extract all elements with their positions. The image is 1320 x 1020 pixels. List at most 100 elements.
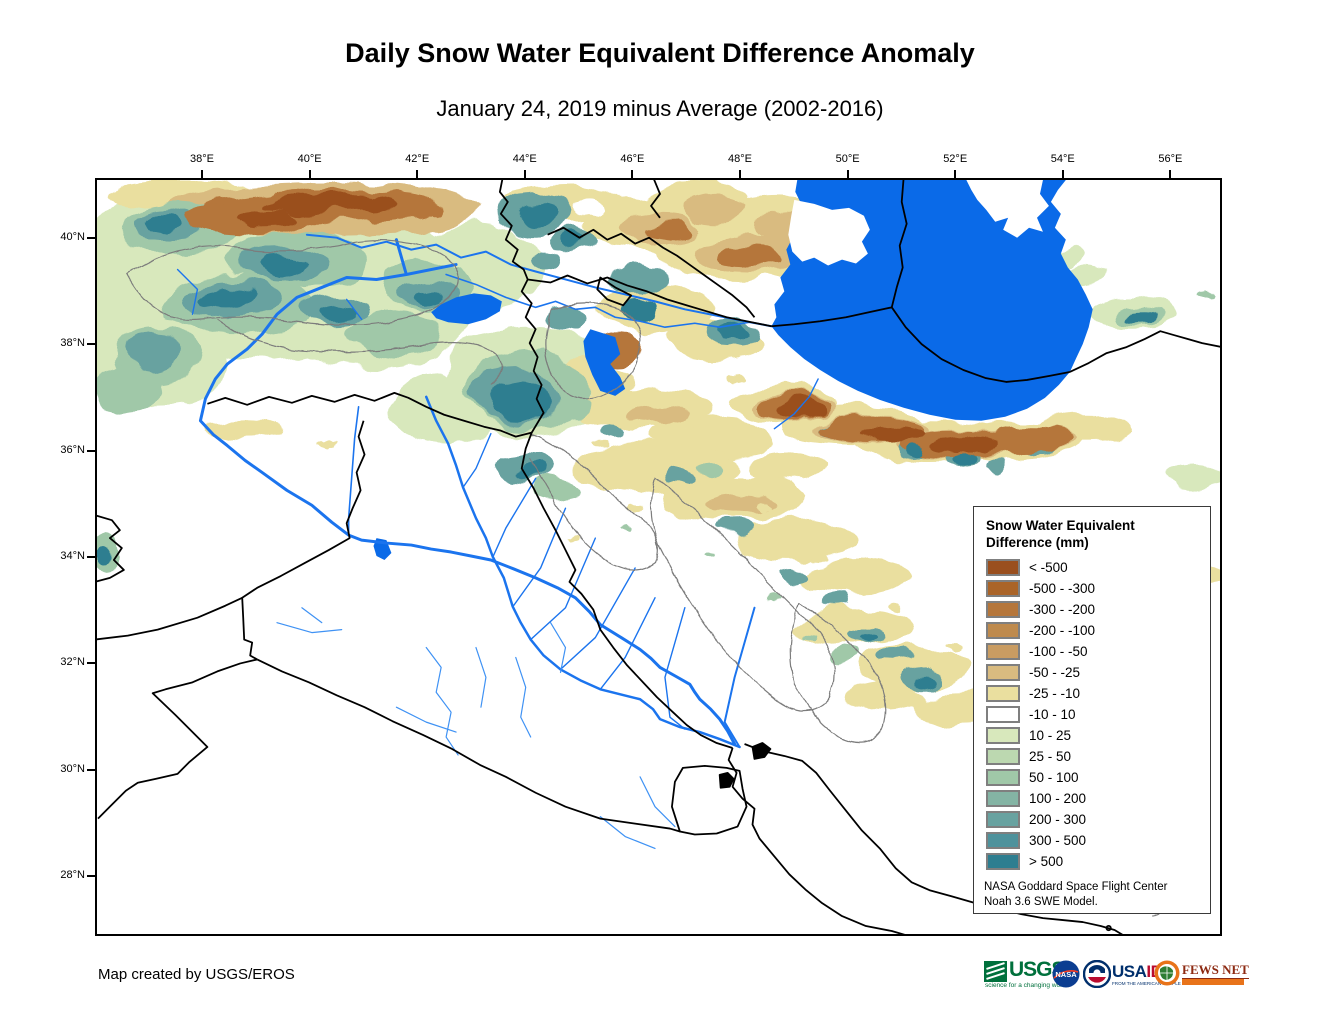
legend-row: 100 - 200 xyxy=(986,788,1210,809)
persian-gulf-east-coast xyxy=(744,743,1123,934)
absheron-peninsula xyxy=(788,199,870,266)
fews-globe-icon xyxy=(1154,960,1180,986)
border-iran-turkmenistan xyxy=(1069,330,1220,373)
legend-row: > 500 xyxy=(986,851,1210,872)
legend-row: 50 - 100 xyxy=(986,767,1210,788)
nasa-logo: NASA xyxy=(1052,960,1080,988)
border-turkey-iran xyxy=(498,180,733,749)
latitude-tick xyxy=(87,874,95,877)
tigris-river xyxy=(424,395,741,749)
legend-label: 50 - 100 xyxy=(1029,770,1079,785)
longitude-tick xyxy=(308,170,311,178)
legend-row: 300 - 500 xyxy=(986,830,1210,851)
turkmen-coast-land xyxy=(966,180,1049,238)
rivers xyxy=(176,233,819,850)
legend-label: 300 - 500 xyxy=(1029,833,1087,848)
border-kuwait xyxy=(671,764,748,836)
longitude-tick xyxy=(201,170,203,178)
legend-title: Snow Water Equivalent Difference (mm) xyxy=(986,518,1135,550)
legend-row: -25 - -10 xyxy=(986,683,1210,704)
longitude-label: 48°E xyxy=(728,153,752,165)
longitude-tick xyxy=(1169,170,1172,178)
legend-row: -50 - -25 xyxy=(986,662,1210,683)
longitude-tick xyxy=(416,170,419,178)
legend-label: -500 - -300 xyxy=(1029,581,1096,596)
legend-swatch xyxy=(986,727,1020,744)
nasa-meatball-icon: NASA xyxy=(1052,960,1080,988)
legend-swatch xyxy=(986,559,1020,576)
longitude-tick xyxy=(846,170,849,178)
legend-label: < -500 xyxy=(1029,560,1068,575)
latitude-tick xyxy=(87,662,95,665)
longitude-label: 56°E xyxy=(1158,153,1183,165)
country-borders xyxy=(97,180,1220,934)
latitude-tick xyxy=(87,768,95,771)
longitude-label: 42°E xyxy=(405,153,430,165)
legend-source: NASA Goddard Space Flight Center Noah 3.… xyxy=(984,881,1168,908)
latitude-tick xyxy=(87,449,95,452)
legend-row: -200 - -100 xyxy=(986,620,1210,641)
lake-sevan-white xyxy=(574,198,607,217)
kura-river xyxy=(305,233,773,328)
legend-swatch xyxy=(986,832,1020,849)
latitude-tick xyxy=(87,237,95,239)
lake-urmia xyxy=(583,329,626,396)
legend-label: 100 - 200 xyxy=(1029,791,1087,806)
longitude-label: 52°E xyxy=(943,153,968,165)
legend-row: -500 - -300 xyxy=(986,578,1210,599)
legend-swatch xyxy=(986,622,1020,639)
longitude-label: 50°E xyxy=(835,153,860,165)
longitude-tick xyxy=(1061,170,1064,178)
longitude-tick xyxy=(954,170,957,178)
page-subtitle: January 24, 2019 minus Average (2002-201… xyxy=(436,96,884,121)
usgs-logo: USGS science for a changing world xyxy=(984,958,1068,989)
legend-row: -300 - -200 xyxy=(986,599,1210,620)
mediterranean-coast xyxy=(97,514,125,583)
legend-label: 200 - 300 xyxy=(1029,812,1087,827)
longitude-label: 38°E xyxy=(190,153,214,165)
map-credit: Map created by USGS/EROS xyxy=(98,966,295,983)
latitude-label: 38°N xyxy=(60,337,85,350)
legend-swatch xyxy=(986,664,1020,681)
gulf-island xyxy=(1105,924,1112,932)
legend-swatch xyxy=(986,811,1020,828)
page-title: Daily Snow Water Equivalent Difference A… xyxy=(345,38,975,68)
latitude-tick xyxy=(87,555,95,558)
border-iraq-saudi xyxy=(256,658,681,833)
latitude-tick xyxy=(87,343,95,346)
latitude-label: 30°N xyxy=(60,762,85,775)
longitude-label: 40°E xyxy=(297,153,322,165)
fews-banner-bar xyxy=(1182,979,1244,985)
longitude-tick xyxy=(523,170,526,178)
legend-items: < -500 -500 - -300 -300 - -200 -200 - -100 -… xyxy=(974,557,1210,872)
legend-swatch xyxy=(986,580,1020,597)
legend-row: 200 - 300 xyxy=(986,809,1210,830)
map-legend: Snow Water Equivalent Difference (mm) < … xyxy=(973,506,1211,914)
svg-text:NASA: NASA xyxy=(1055,970,1077,979)
legend-label: -200 - -100 xyxy=(1029,623,1096,638)
legend-label: -10 - 10 xyxy=(1029,707,1076,722)
border-jordan-saudi xyxy=(97,658,258,820)
longitude-label: 54°E xyxy=(1050,153,1075,165)
persian-gulf-west-coast xyxy=(727,747,906,934)
legend-row: -10 - 10 xyxy=(986,704,1210,725)
legend-label: -100 - -50 xyxy=(1029,644,1088,659)
latitude-label: 32°N xyxy=(60,656,85,669)
legend-label: -300 - -200 xyxy=(1029,602,1096,617)
legend-label: 10 - 25 xyxy=(1029,728,1072,743)
legend-swatch xyxy=(986,790,1020,807)
lake-van xyxy=(431,293,502,325)
legend-swatch xyxy=(986,769,1020,786)
legend-label: > 500 xyxy=(1029,854,1064,869)
longitude-tick xyxy=(631,170,634,178)
longitude-label: 44°E xyxy=(512,153,537,165)
usaid-logo: USAID FROM THE AMERICAN PEOPLE xyxy=(1082,959,1181,990)
caspian-maritime-lines xyxy=(771,180,1070,383)
border-azerbaijan-iran xyxy=(527,274,772,328)
longitude-tick xyxy=(739,170,741,178)
legend-swatch xyxy=(986,685,1020,702)
legend-row: 10 - 25 xyxy=(986,725,1210,746)
legend-swatch xyxy=(986,706,1020,723)
border-turkey-syria xyxy=(207,391,532,438)
